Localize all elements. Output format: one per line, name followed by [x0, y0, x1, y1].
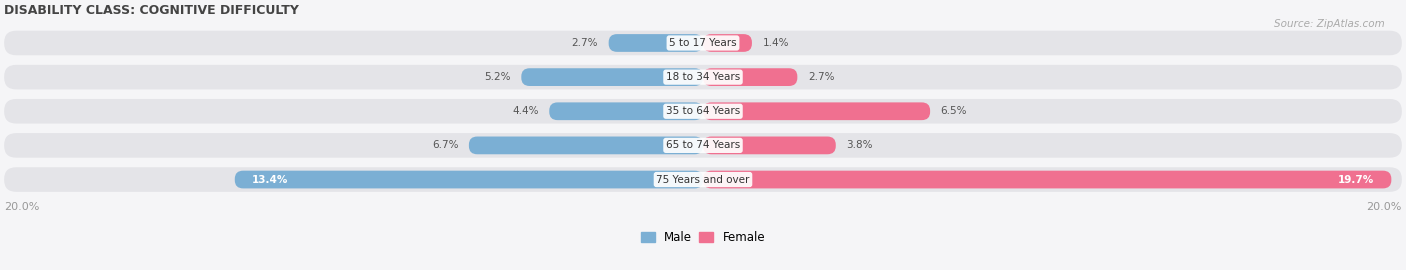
FancyBboxPatch shape: [468, 137, 703, 154]
FancyBboxPatch shape: [4, 31, 1402, 55]
FancyBboxPatch shape: [703, 137, 835, 154]
FancyBboxPatch shape: [4, 167, 1402, 192]
Text: 20.0%: 20.0%: [4, 202, 39, 212]
Text: 13.4%: 13.4%: [252, 174, 288, 184]
FancyBboxPatch shape: [703, 171, 1392, 188]
Text: Source: ZipAtlas.com: Source: ZipAtlas.com: [1274, 19, 1385, 29]
FancyBboxPatch shape: [703, 68, 797, 86]
Text: 18 to 34 Years: 18 to 34 Years: [666, 72, 740, 82]
FancyBboxPatch shape: [4, 99, 1402, 124]
Text: 3.8%: 3.8%: [846, 140, 873, 150]
Text: 4.4%: 4.4%: [512, 106, 538, 116]
Text: 6.7%: 6.7%: [432, 140, 458, 150]
Text: 35 to 64 Years: 35 to 64 Years: [666, 106, 740, 116]
Text: 1.4%: 1.4%: [762, 38, 789, 48]
Text: 6.5%: 6.5%: [941, 106, 967, 116]
Text: 19.7%: 19.7%: [1337, 174, 1374, 184]
Text: 75 Years and over: 75 Years and over: [657, 174, 749, 184]
FancyBboxPatch shape: [4, 133, 1402, 158]
FancyBboxPatch shape: [522, 68, 703, 86]
Text: 5 to 17 Years: 5 to 17 Years: [669, 38, 737, 48]
Legend: Male, Female: Male, Female: [641, 231, 765, 244]
Text: DISABILITY CLASS: COGNITIVE DIFFICULTY: DISABILITY CLASS: COGNITIVE DIFFICULTY: [4, 4, 299, 17]
FancyBboxPatch shape: [235, 171, 703, 188]
FancyBboxPatch shape: [703, 102, 931, 120]
Text: 2.7%: 2.7%: [572, 38, 598, 48]
FancyBboxPatch shape: [550, 102, 703, 120]
FancyBboxPatch shape: [609, 34, 703, 52]
Text: 65 to 74 Years: 65 to 74 Years: [666, 140, 740, 150]
Text: 2.7%: 2.7%: [808, 72, 834, 82]
FancyBboxPatch shape: [4, 65, 1402, 89]
FancyBboxPatch shape: [703, 34, 752, 52]
Text: 20.0%: 20.0%: [1367, 202, 1402, 212]
Text: 5.2%: 5.2%: [484, 72, 510, 82]
